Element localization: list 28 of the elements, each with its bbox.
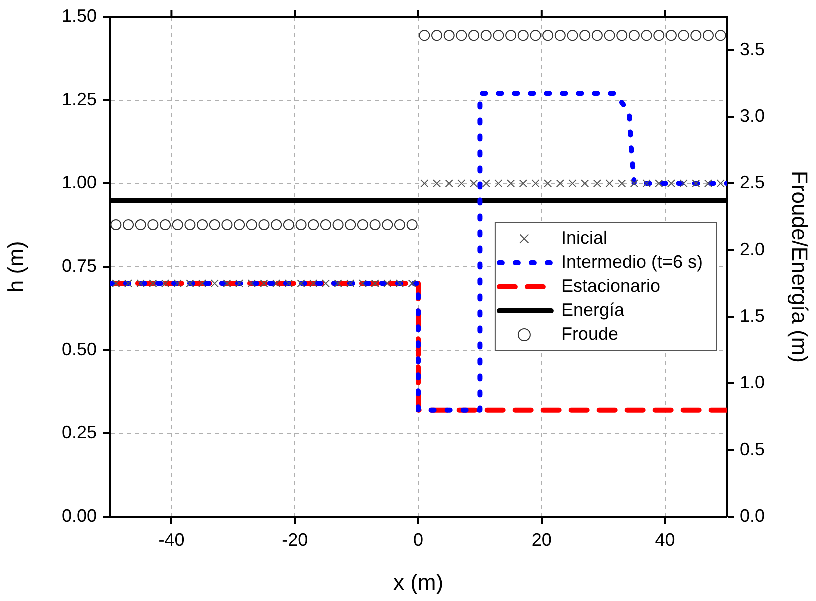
- y2-tick-label: 2.5: [740, 172, 766, 193]
- y2-tick-label: 3.0: [740, 106, 766, 126]
- y-tick-label: 0.50: [62, 339, 97, 360]
- legend-label: Energía: [561, 300, 626, 320]
- x-tick-label: 0: [413, 530, 424, 550]
- y-tick-label: 0.00: [62, 506, 97, 526]
- legend-label: Intermedio (t=6 s): [561, 252, 704, 272]
- y2-tick-label: 0.5: [740, 439, 766, 460]
- y-axis-title: h (m): [3, 241, 28, 293]
- y2-tick-label: 0.0: [740, 506, 766, 526]
- y2-tick-label: 3.5: [740, 39, 766, 60]
- x-axis-title: x (m): [393, 570, 444, 595]
- x-tick-label: -40: [158, 530, 185, 550]
- y-tick-label: 0.25: [62, 422, 97, 443]
- x-tick-label: -20: [282, 530, 308, 550]
- legend-label: Inicial: [561, 228, 608, 248]
- y2-tick-label: 2.0: [740, 239, 766, 260]
- y-tick-label: 1.00: [62, 172, 97, 193]
- x-tick-label: 20: [532, 530, 552, 550]
- legend-label: Estacionario: [561, 276, 661, 296]
- legend-label: Froude: [561, 324, 618, 344]
- x-tick-label: 40: [655, 530, 676, 550]
- y-tick-label: 0.75: [62, 256, 97, 276]
- y-tick-label: 1.50: [62, 6, 97, 26]
- y2-tick-label: 1.0: [740, 372, 766, 393]
- y2-axis-title: Froude/Energía (m): [788, 171, 813, 363]
- y2-tick-label: 1.5: [740, 306, 766, 326]
- y-tick-label: 1.25: [62, 89, 97, 110]
